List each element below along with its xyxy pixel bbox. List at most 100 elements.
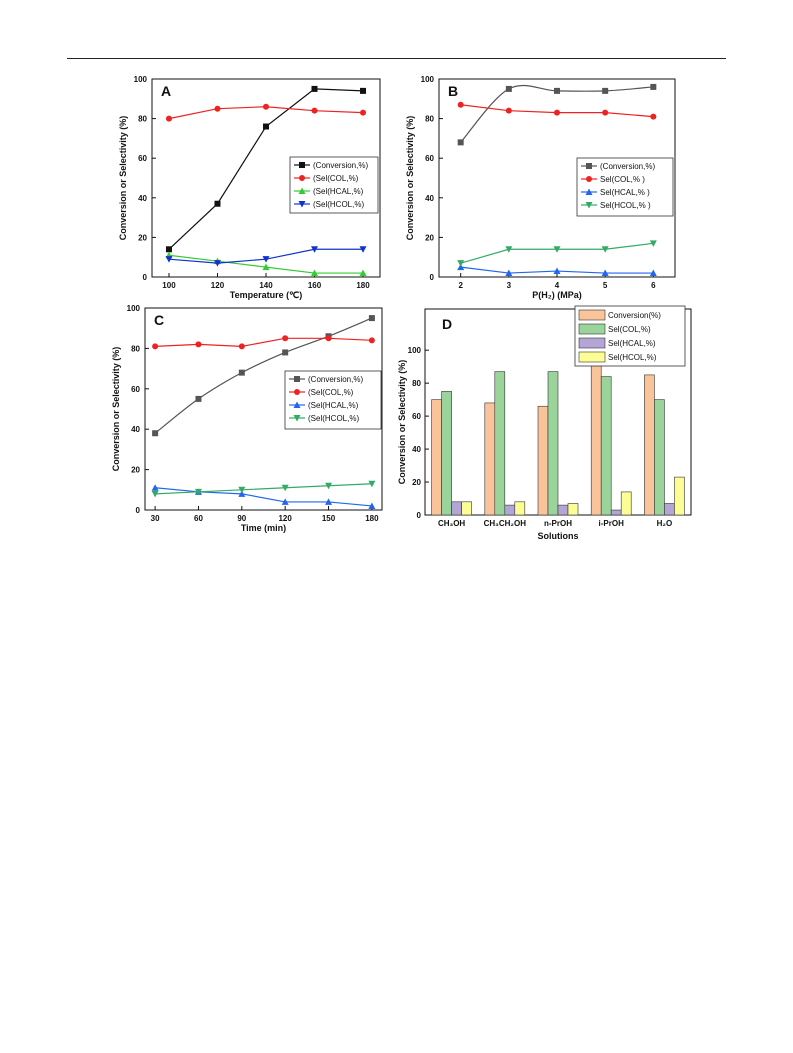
legend-box [284,370,382,430]
series-line [155,483,372,495]
bar [451,501,462,516]
data-point [238,369,245,376]
data-point [505,246,513,253]
panel-letter: D [442,316,452,332]
data-point [151,484,159,491]
panel-letter: A [161,83,171,99]
x-tick-label: 2 [458,281,463,290]
data-point [262,263,270,271]
data-point [214,200,221,207]
x-tick-label: 180 [365,514,379,523]
data-point [650,83,657,90]
series-line [155,337,372,347]
y-tick-label: 0 [417,511,422,520]
legend-label: (Conversion,%) [308,375,363,384]
x-tick-label: H₂O [657,519,673,528]
y-axis-label: Conversion or Selectivity (%) [397,360,407,485]
data-point [601,269,609,277]
bar [504,504,516,516]
chart-c: 0 20 40 60 80 100 30 60 90 120 150 180 Time (min) Con… [111,304,383,533]
y-tick-label: 100 [134,75,148,84]
legend-label: Sel(HCAL,% ) [600,188,650,197]
legend-swatch [578,337,606,349]
y-tick-label: 20 [131,466,140,475]
x-tick-label: 100 [162,281,176,290]
legend-label: (Sel(HCOL,%) [308,414,359,423]
data-point [311,85,318,92]
series-line [155,487,372,507]
x-axis-label: Solutions [538,531,579,541]
y-tick-label: 40 [425,194,434,203]
bar [537,405,549,516]
bar [654,399,665,516]
x-tick-label: n-PrOH [544,519,572,528]
chart-a: 0 20 40 60 80 100 100 120 140 160 180 Temperature (… [118,75,381,300]
data-point [602,109,609,116]
data-point [649,269,657,277]
legend-marker [585,202,593,209]
y-tick-label: 80 [412,379,421,388]
bar [461,501,472,516]
data-point [368,480,376,488]
x-tick-label: 120 [278,514,292,523]
y-tick-label: 0 [143,273,148,282]
data-point [281,498,289,505]
y-tick-label: 20 [138,233,147,242]
data-point [165,115,172,122]
data-point [325,498,333,505]
data-point [359,269,367,277]
data-point [152,343,159,350]
data-point [238,486,246,494]
legend-marker [293,415,301,422]
y-tick-label: 80 [131,344,140,353]
data-point [311,246,319,253]
bar [644,374,655,516]
data-point [263,123,269,130]
data-point [360,109,367,116]
bar [590,358,602,516]
legend-label: Sel(HCAL,%) [608,339,656,348]
legend-marker [586,163,592,169]
legend-label: (Sel(HCOL,%) [313,200,364,209]
y-tick-label: 60 [425,154,434,163]
data-point [602,87,609,94]
y-tick-label: 100 [408,346,422,355]
bar [547,371,559,516]
y-axis-label: Conversion or Selectivity (%) [111,347,121,472]
data-point [505,107,512,114]
legend-swatch [578,351,606,363]
plot-frame [144,307,383,511]
bar [494,371,506,516]
legend-marker [294,389,300,395]
data-point [214,105,221,112]
legend-marker [299,175,305,181]
y-tick-label: 100 [421,75,435,84]
panel-letter: C [154,312,164,328]
y-axis-label: Conversion or Selectivity (%) [118,116,128,241]
data-point [165,246,172,253]
y-tick-label: 80 [138,115,147,124]
x-tick-label: 30 [151,514,160,523]
data-point [238,490,246,497]
data-point [601,246,609,253]
legend-swatch [578,309,606,321]
data-point [368,502,376,509]
legend-label: Conversion(%) [608,311,661,320]
data-point [262,256,270,263]
x-tick-label: 5 [603,281,608,290]
bar [441,391,452,516]
x-tick-label: 180 [356,281,370,290]
bar [664,503,675,516]
y-tick-label: 80 [425,115,434,124]
data-point [553,246,561,253]
data-point [554,109,560,116]
data-point [282,349,289,356]
data-point [194,488,202,496]
chart-d: 0 20 40 60 80 100 CH₃OH CH₃CH₂OH n-PrOH i-PrOH H₂O… [397,305,692,541]
x-tick-label: 60 [194,514,203,523]
x-tick-label: CH₃OH [438,519,465,528]
data-point [325,482,333,490]
bar [620,491,632,516]
data-point [152,430,159,437]
x-tick-label: 6 [651,281,656,290]
